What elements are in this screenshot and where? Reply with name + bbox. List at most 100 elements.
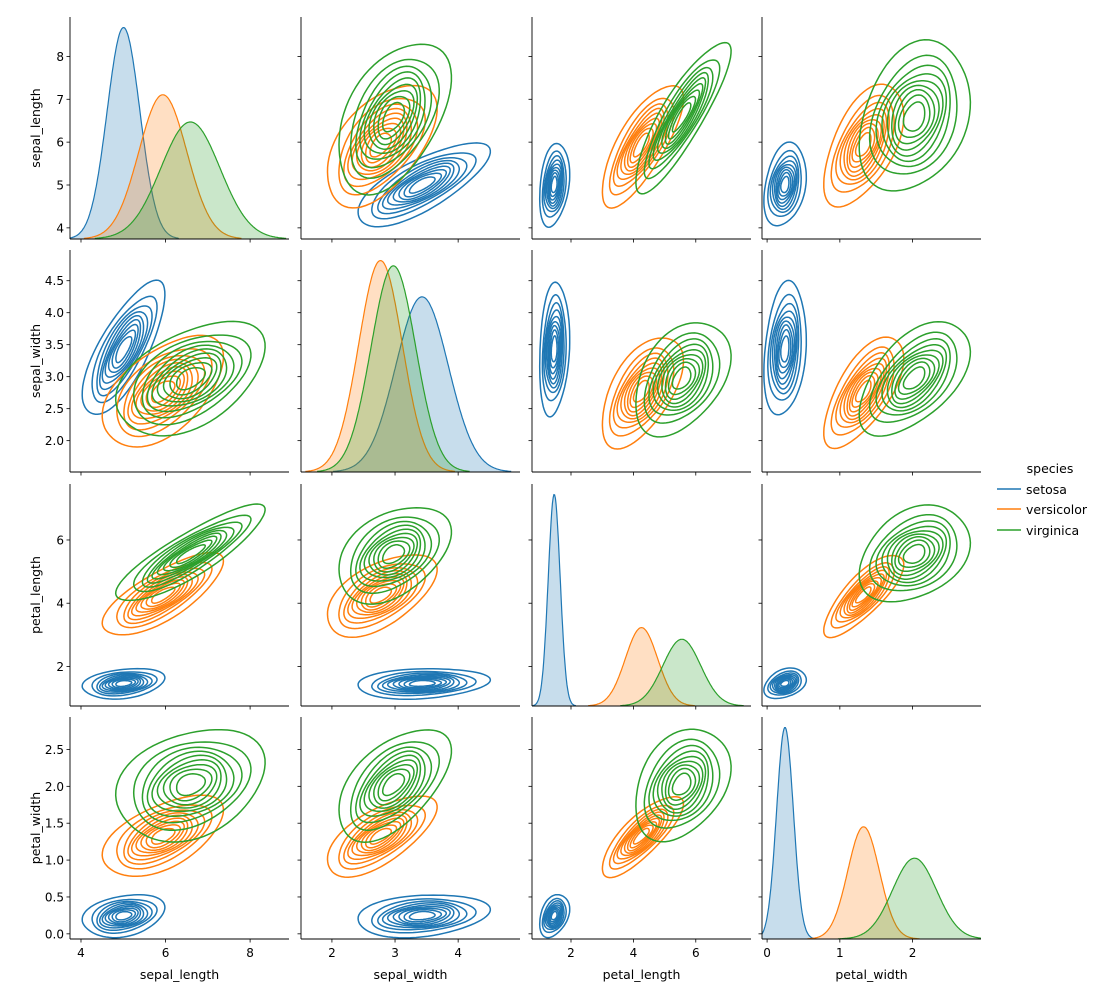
kde-contour-versicolor — [620, 362, 663, 420]
kde-contour-setosa — [398, 677, 448, 690]
kde-line-virginica — [620, 638, 744, 706]
kde-contour-virginica — [162, 357, 218, 400]
panel-sepal_width-vs-sepal_width — [297, 250, 520, 476]
kde-contour-setosa — [104, 905, 142, 926]
y-tick-label: 2.0 — [45, 780, 64, 794]
kde-contour-virginica — [656, 348, 707, 408]
kde-contour-versicolor — [851, 374, 876, 408]
kde-contour-virginica — [902, 101, 926, 132]
kde-contour-versicolor — [347, 569, 413, 620]
kde-contour-setosa — [548, 169, 561, 201]
kde-contour-virginica — [648, 338, 714, 416]
kde-contour-versicolor — [145, 375, 182, 409]
kde-contour-setosa — [538, 893, 571, 939]
kde-contour-setosa — [81, 279, 166, 416]
kde-contour-versicolor — [369, 586, 393, 604]
kde-fill-virginica — [837, 858, 981, 939]
kde-contour-versicolor — [823, 83, 905, 208]
kde-contour-virginica — [648, 66, 714, 170]
kde-contour-setosa — [403, 909, 443, 923]
kde-contour-virginica — [635, 41, 732, 195]
kde-contour-virginica — [886, 349, 944, 409]
kde-line-versicolor — [588, 626, 695, 706]
kde-contour-versicolor — [830, 346, 895, 436]
kde-contour-versicolor — [839, 357, 888, 424]
kde-contour-virginica — [377, 540, 411, 569]
kde-contour-setosa — [545, 904, 563, 928]
kde-contour-versicolor — [612, 103, 669, 187]
kde-contour-virginica — [338, 729, 453, 843]
kde-contour-virginica — [151, 529, 228, 580]
kde-contour-setosa — [398, 168, 448, 201]
kde-contour-virginica — [141, 746, 243, 824]
kde-contour-setosa — [544, 309, 564, 389]
kde-contour-virginica — [664, 89, 701, 145]
plot-area — [763, 39, 972, 227]
kde-contour-setosa — [780, 175, 790, 194]
kde-contour-virginica — [363, 754, 422, 813]
x-tick-label: 2 — [328, 946, 336, 960]
kde-contour-virginica — [667, 95, 697, 140]
plot-area — [532, 493, 744, 706]
kde-contour-setosa — [769, 155, 800, 213]
kde-contour-setosa — [778, 678, 792, 689]
kde-contour-setosa — [773, 316, 797, 385]
kde-contour-setosa — [773, 163, 797, 208]
kde-contour-virginica — [894, 536, 936, 573]
kde-contour-setosa — [115, 910, 133, 921]
kde-contour-virginica — [886, 80, 944, 157]
kde-contour-setosa — [392, 905, 451, 926]
kde-contour-virginica — [868, 54, 958, 175]
kde-contour-versicolor — [632, 132, 650, 158]
panel-sepal_length-vs-petal_length — [528, 17, 751, 243]
kde-line-setosa — [762, 727, 817, 939]
kde-contour-virginica — [894, 88, 936, 145]
kde-contour-setosa — [392, 676, 451, 691]
kde-contour-virginica — [902, 366, 926, 390]
kde-contour-virginica — [875, 64, 951, 168]
x-tick-label: 8 — [246, 946, 254, 960]
kde-contour-virginica — [868, 513, 958, 592]
kde-contour-virginica — [349, 516, 440, 595]
kde-contour-setosa — [763, 141, 808, 227]
kde-contour-versicolor — [150, 586, 176, 604]
kde-contour-virginica — [169, 768, 213, 802]
y-tick-label: 6 — [56, 533, 64, 547]
kde-contour-virginica — [156, 759, 222, 809]
kde-contour-virginica — [132, 514, 252, 593]
kde-contour-setosa — [81, 894, 166, 939]
kde-contour-setosa — [778, 328, 792, 369]
kde-contour-virginica — [132, 334, 252, 426]
kde-contour-setosa — [371, 670, 477, 697]
kde-contour-versicolor — [629, 375, 654, 409]
kde-contour-versicolor — [823, 554, 905, 639]
x-tick-label: 2 — [909, 946, 917, 960]
kde-contour-setosa — [386, 904, 455, 928]
kde-contour-virginica — [643, 738, 721, 829]
kde-contour-setosa — [111, 678, 137, 689]
kde-contour-virginica — [368, 759, 419, 809]
y-axis-label: petal_width — [28, 792, 43, 864]
panel-sepal_length-vs-petal_width — [758, 17, 981, 243]
panel-petal_width-vs-petal_length: 2 4 6 petal_length — [528, 717, 751, 982]
plot-area — [305, 259, 512, 472]
kde-contour-setosa — [96, 305, 153, 397]
kde-contour-setosa — [544, 902, 564, 929]
kde-contour-setosa — [101, 674, 145, 692]
kde-contour-setosa — [357, 142, 492, 228]
kde-contour-virginica — [902, 543, 926, 564]
x-tick-label: 2 — [567, 946, 575, 960]
kde-contour-setosa — [780, 679, 790, 688]
kde-contour-setosa — [96, 900, 153, 932]
kde-fill-setosa — [532, 494, 576, 706]
kde-contour-virginica — [373, 90, 415, 146]
kde-contour-versicolor — [626, 371, 658, 413]
kde-contour-virginica — [661, 354, 704, 405]
kde-contour-versicolor — [326, 795, 438, 878]
y-axis-label: sepal_length — [28, 88, 43, 167]
kde-contour-setosa — [767, 149, 802, 217]
kde-contour-virginica — [381, 773, 406, 797]
y-tick-label: 1.5 — [45, 817, 64, 831]
kde-contour-setosa — [91, 671, 158, 697]
kde-fill-versicolor — [807, 826, 920, 939]
